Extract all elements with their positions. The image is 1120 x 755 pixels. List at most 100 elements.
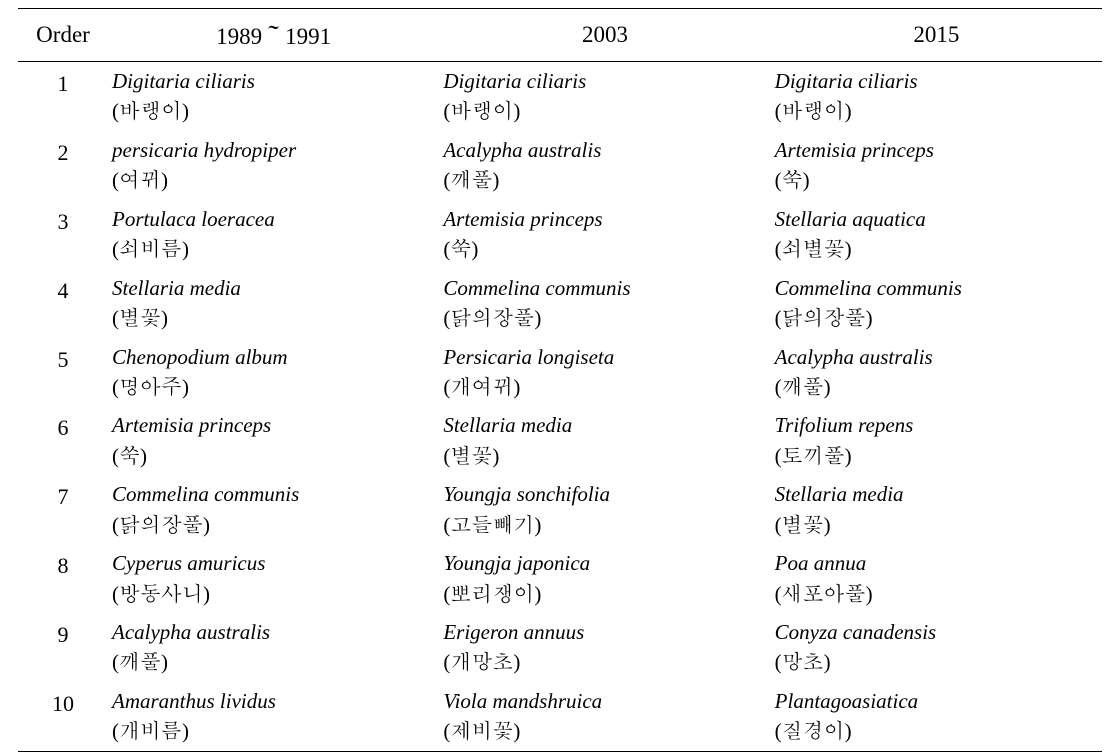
korean-name: (바랭이) (443, 96, 758, 126)
species-cell-period2: Youngja japonica(뽀리쟁이) (439, 544, 770, 613)
scientific-name: Plantagoasiatica (775, 686, 1090, 716)
species-cell-period1: Portulaca loeracea(쇠비름) (108, 200, 439, 269)
species-cell-period2: Stellaria media(별꽃) (439, 406, 770, 475)
korean-name: (여뀌) (112, 165, 427, 195)
korean-name: (별꽃) (112, 303, 427, 333)
scientific-name: persicaria hydropiper (112, 135, 427, 165)
scientific-name: Digitaria ciliaris (443, 66, 758, 96)
species-cell-period3: Plantagoasiatica(질경이) (771, 682, 1102, 751)
table-row: 1Digitaria ciliaris(바랭이)Digitaria ciliar… (18, 62, 1102, 131)
species-cell-period3: Stellaria aquatica(쇠별꽃) (771, 200, 1102, 269)
scientific-name: Digitaria ciliaris (112, 66, 427, 96)
korean-name: (바랭이) (775, 96, 1090, 126)
species-cell-period1: Digitaria ciliaris(바랭이) (108, 62, 439, 131)
table-row: 3Portulaca loeracea(쇠비름)Artemisia prince… (18, 200, 1102, 269)
species-cell-period1: Chenopodium album(명아주) (108, 338, 439, 407)
species-cell-period1: Stellaria media(별꽃) (108, 269, 439, 338)
korean-name: (쇠비름) (112, 234, 427, 264)
scientific-name: Artemisia princeps (112, 410, 427, 440)
species-cell-period2: Viola mandshruica(제비꽃) (439, 682, 770, 751)
korean-name: (명아주) (112, 372, 427, 402)
species-cell-period3: Commelina communis(닭의장풀) (771, 269, 1102, 338)
species-cell-period2: Persicaria longiseta(개여뀌) (439, 338, 770, 407)
col-header-period3: 2015 (771, 9, 1102, 62)
scientific-name: Persicaria longiseta (443, 342, 758, 372)
scientific-name: Youngja sonchifolia (443, 479, 758, 509)
korean-name: (쇠별꽃) (775, 234, 1090, 264)
korean-name: (뽀리쟁이) (443, 579, 758, 609)
scientific-name: Acalypha australis (112, 617, 427, 647)
scientific-name: Commelina communis (775, 273, 1090, 303)
korean-name: (닭의장풀) (112, 510, 427, 540)
species-cell-period3: Acalypha australis(깨풀) (771, 338, 1102, 407)
korean-name: (별꽃) (775, 510, 1090, 540)
order-cell: 3 (18, 200, 108, 269)
scientific-name: Artemisia princeps (775, 135, 1090, 165)
scientific-name: Commelina communis (112, 479, 427, 509)
korean-name: (고들빼기) (443, 510, 758, 540)
scientific-name: Youngja japonica (443, 548, 758, 578)
scientific-name: Erigeron annuus (443, 617, 758, 647)
species-cell-period3: Trifolium repens(토끼풀) (771, 406, 1102, 475)
species-cell-period2: Acalypha australis(깨풀) (439, 131, 770, 200)
scientific-name: Stellaria media (443, 410, 758, 440)
order-cell: 5 (18, 338, 108, 407)
species-cell-period1: Cyperus amuricus(방동사니) (108, 544, 439, 613)
scientific-name: Acalypha australis (775, 342, 1090, 372)
scientific-name: Stellaria media (112, 273, 427, 303)
korean-name: (쑥) (775, 165, 1090, 195)
korean-name: (제비꽃) (443, 716, 758, 746)
species-cell-period3: Stellaria media(별꽃) (771, 475, 1102, 544)
species-table: Order 1989～1991 2003 2015 1Digitaria cil… (18, 8, 1102, 752)
scientific-name: Trifolium repens (775, 410, 1090, 440)
species-cell-period1: Amaranthus lividus(개비름) (108, 682, 439, 751)
table-row: 7Commelina communis(닭의장풀)Youngja sonchif… (18, 475, 1102, 544)
species-cell-period1: Acalypha australis(깨풀) (108, 613, 439, 682)
scientific-name: Digitaria ciliaris (775, 66, 1090, 96)
species-cell-period1: Artemisia princeps(쑥) (108, 406, 439, 475)
table-row: 2persicaria hydropiper(여뀌)Acalypha austr… (18, 131, 1102, 200)
species-cell-period3: Poa annua(새포아풀) (771, 544, 1102, 613)
table-head: Order 1989～1991 2003 2015 (18, 9, 1102, 62)
species-cell-period3: Conyza canadensis(망초) (771, 613, 1102, 682)
korean-name: (쑥) (443, 234, 758, 264)
korean-name: (토끼풀) (775, 441, 1090, 471)
species-cell-period2: Commelina communis(닭의장풀) (439, 269, 770, 338)
order-cell: 4 (18, 269, 108, 338)
table-row: 5Chenopodium album(명아주)Persicaria longis… (18, 338, 1102, 407)
scientific-name: Stellaria aquatica (775, 204, 1090, 234)
scientific-name: Cyperus amuricus (112, 548, 427, 578)
scientific-name: Acalypha australis (443, 135, 758, 165)
table-row: 4Stellaria media(별꽃)Commelina communis(닭… (18, 269, 1102, 338)
scientific-name: Artemisia princeps (443, 204, 758, 234)
table-body: 1Digitaria ciliaris(바랭이)Digitaria ciliar… (18, 62, 1102, 752)
species-cell-period3: Artemisia princeps(쑥) (771, 131, 1102, 200)
order-cell: 10 (18, 682, 108, 751)
species-cell-period2: Youngja sonchifolia(고들빼기) (439, 475, 770, 544)
korean-name: (개비름) (112, 716, 427, 746)
order-cell: 9 (18, 613, 108, 682)
order-cell: 6 (18, 406, 108, 475)
table-row: 8Cyperus amuricus(방동사니)Youngja japonica(… (18, 544, 1102, 613)
order-cell: 7 (18, 475, 108, 544)
scientific-name: Chenopodium album (112, 342, 427, 372)
species-cell-period1: persicaria hydropiper(여뀌) (108, 131, 439, 200)
table-row: 10Amaranthus lividus(개비름)Viola mandshrui… (18, 682, 1102, 751)
species-cell-period1: Commelina communis(닭의장풀) (108, 475, 439, 544)
scientific-name: Commelina communis (443, 273, 758, 303)
korean-name: (새포아풀) (775, 579, 1090, 609)
korean-name: (닭의장풀) (443, 303, 758, 333)
species-cell-period2: Digitaria ciliaris(바랭이) (439, 62, 770, 131)
order-cell: 2 (18, 131, 108, 200)
korean-name: (방동사니) (112, 579, 427, 609)
scientific-name: Portulaca loeracea (112, 204, 427, 234)
korean-name: (질경이) (775, 716, 1090, 746)
species-cell-period2: Erigeron annuus(개망초) (439, 613, 770, 682)
col-header-order: Order (18, 9, 108, 62)
korean-name: (깨풀) (112, 647, 427, 677)
korean-name: (깨풀) (775, 372, 1090, 402)
scientific-name: Amaranthus lividus (112, 686, 427, 716)
order-cell: 1 (18, 62, 108, 131)
korean-name: (쑥) (112, 441, 427, 471)
korean-name: (망초) (775, 647, 1090, 677)
